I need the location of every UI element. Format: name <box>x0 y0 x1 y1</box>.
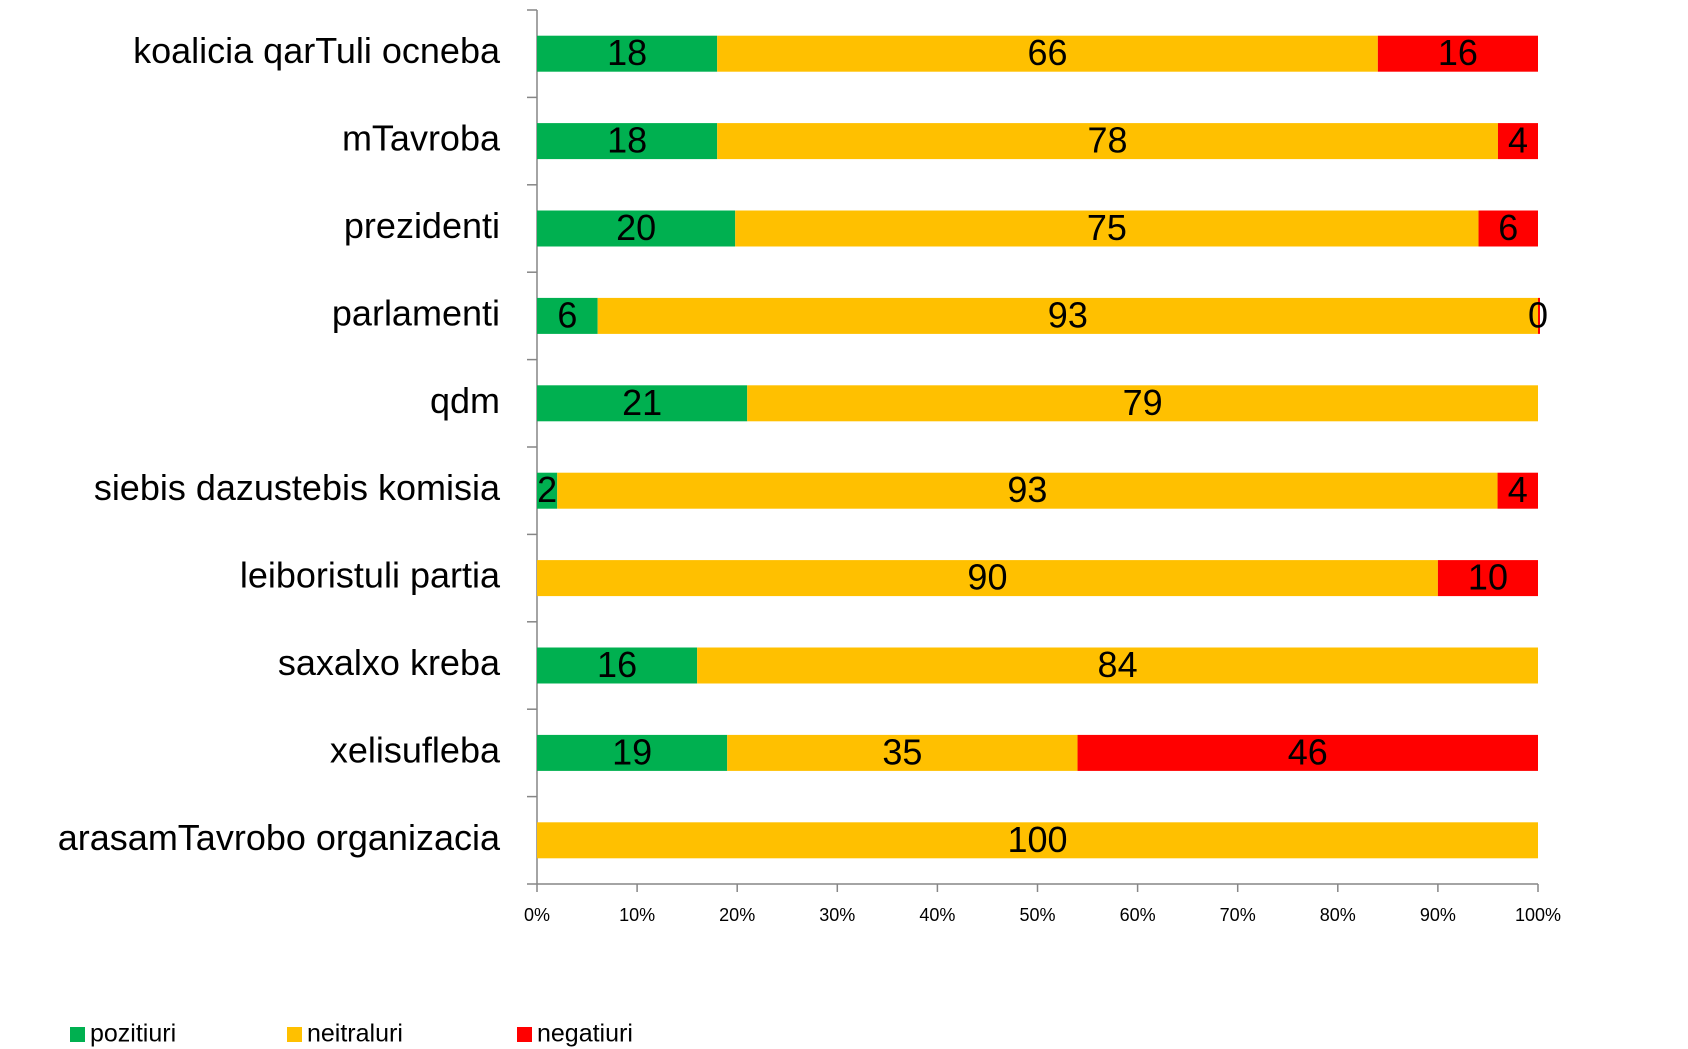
bar-segment <box>1478 210 1538 247</box>
value-label: 6 <box>1498 207 1518 248</box>
value-label: 10 <box>1468 557 1508 598</box>
bar-segment <box>537 385 748 422</box>
bar-segment <box>697 647 1538 684</box>
bar-segment <box>537 560 1438 597</box>
value-label: 4 <box>1508 469 1528 510</box>
x-tick-label: 100% <box>1515 905 1561 925</box>
x-tick-label: 60% <box>1120 905 1156 925</box>
value-label: 35 <box>882 731 922 772</box>
bar-segment <box>597 297 1538 334</box>
category-label: parlamenti <box>332 292 500 333</box>
bar-segment <box>1497 123 1538 160</box>
x-tick-label: 50% <box>1019 905 1055 925</box>
x-tick-label: 40% <box>919 905 955 925</box>
value-label: 66 <box>1027 32 1067 73</box>
bar-segment <box>537 210 736 247</box>
value-label: 90 <box>967 557 1007 598</box>
legend-label: neitraluri <box>307 1020 403 1048</box>
category-label: saxalxo kreba <box>278 642 501 683</box>
category-label: mTavroba <box>342 118 501 159</box>
bar-segment <box>735 210 1479 247</box>
bar-segment <box>537 822 1538 859</box>
bar-segment <box>747 385 1538 422</box>
bar-segment <box>537 123 718 160</box>
bar-segment <box>1437 560 1538 597</box>
value-label: 19 <box>612 731 652 772</box>
legend-label: negatiuri <box>537 1020 633 1048</box>
value-label: 21 <box>622 382 662 423</box>
bar-segment <box>727 734 1078 771</box>
category-label: qdm <box>430 380 500 421</box>
x-tick-label: 10% <box>619 905 655 925</box>
bar-segment <box>717 35 1378 72</box>
legend-swatch <box>70 1027 85 1042</box>
x-tick-label: 80% <box>1320 905 1356 925</box>
value-label: 84 <box>1098 644 1138 685</box>
value-label: 0 <box>1528 294 1548 335</box>
x-tick-label: 0% <box>524 905 550 925</box>
value-label: 93 <box>1007 469 1047 510</box>
category-label: koalicia qarTuli ocneba <box>133 30 501 71</box>
legend-swatch <box>287 1027 302 1042</box>
category-label: prezidenti <box>344 205 500 246</box>
x-tick-label: 30% <box>819 905 855 925</box>
value-label: 4 <box>1508 120 1528 161</box>
value-label: 20 <box>616 207 656 248</box>
x-tick-label: 20% <box>719 905 755 925</box>
value-label: 2 <box>537 469 557 510</box>
bar-segment <box>1077 734 1538 771</box>
value-label: 16 <box>597 644 637 685</box>
bar-segment <box>537 35 718 72</box>
bar-segment <box>717 123 1498 160</box>
value-label: 78 <box>1088 120 1128 161</box>
category-label: leiboristuli partia <box>240 555 501 596</box>
bar-segment <box>537 297 598 334</box>
value-label: 93 <box>1048 294 1088 335</box>
value-label: 79 <box>1123 382 1163 423</box>
value-label: 75 <box>1087 207 1127 248</box>
value-label: 46 <box>1288 731 1328 772</box>
bar-segment <box>1377 35 1538 72</box>
category-label: siebis dazustebis komisia <box>94 467 501 508</box>
category-label: xelisufleba <box>330 729 501 770</box>
bar-segment <box>1497 472 1538 509</box>
value-label: 16 <box>1438 32 1478 73</box>
bar-segment <box>537 647 698 684</box>
x-tick-label: 90% <box>1420 905 1456 925</box>
bar-segment <box>557 472 1498 509</box>
bar-segment <box>537 734 728 771</box>
bar-segment <box>1538 297 1540 334</box>
legend-label: pozitiuri <box>90 1020 176 1048</box>
value-label: 100 <box>1007 819 1067 860</box>
x-tick-label: 70% <box>1220 905 1256 925</box>
value-label: 18 <box>607 32 647 73</box>
legend-swatch <box>517 1027 532 1042</box>
bar-segment <box>537 472 558 509</box>
value-label: 18 <box>607 120 647 161</box>
category-label: arasamTavrobo organizacia <box>58 817 501 858</box>
value-label: 6 <box>557 294 577 335</box>
